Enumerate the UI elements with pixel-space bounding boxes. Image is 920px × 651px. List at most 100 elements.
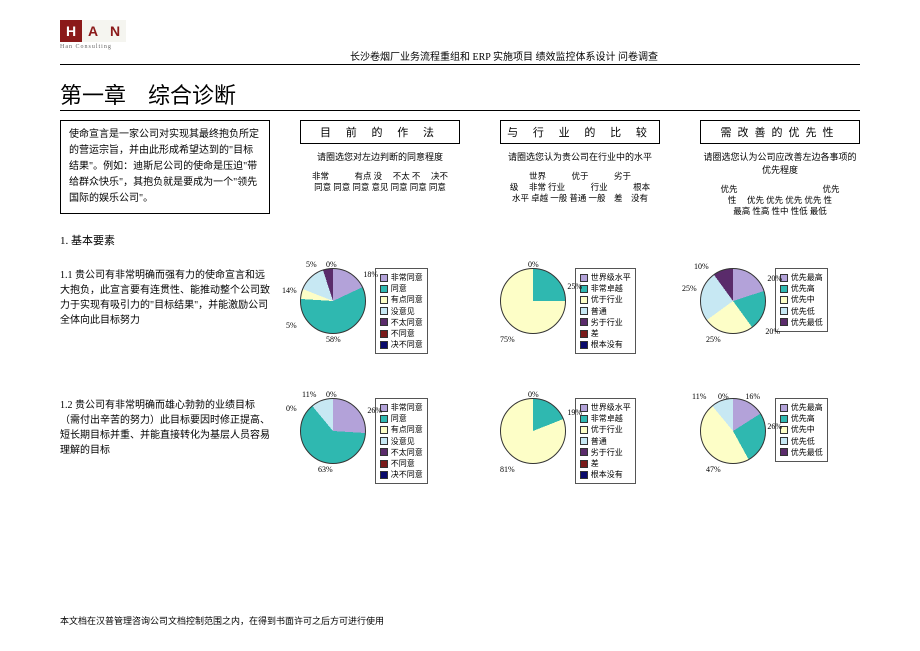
legend-label: 优先中 (791, 424, 815, 435)
chart-r2c1: 26% 63% 0% 11% 0% 非常同意同意有点同意没意见不太同意不同意决不… (300, 398, 428, 484)
legend-label: 有点同意 (391, 424, 423, 435)
chart-r1c2: 0% 25% 75% 世界级水平非常卓越优于行业普通劣于行业差根本没有 (500, 268, 636, 354)
legend-label: 普通 (591, 306, 607, 317)
legend-swatch (580, 330, 588, 338)
col2-title: 与 行 业 的 比 较 (500, 120, 660, 144)
pie-r1c3 (700, 268, 766, 334)
col1-scale-l1: 非常 有点 没 不太 不 决不 (300, 171, 460, 182)
question-1-1: 1.1 贵公司有非常明确而强有力的使命宣言和远大抱负，此宣言要有连贯性、能推动整… (60, 268, 270, 328)
legend-row: 普通 (580, 436, 631, 447)
legend-swatch (780, 448, 788, 456)
legend-row: 优先最低 (780, 447, 823, 458)
legend-swatch (380, 318, 388, 326)
legend-row: 非常同意 (380, 272, 423, 283)
legend-row: 非常卓越 (580, 283, 631, 294)
pct: 0% (528, 260, 539, 269)
legend-agree: 非常同意同意有点同意没意见不太同意不同意决不同意 (375, 398, 428, 484)
pct: 14% (282, 286, 297, 295)
legend-swatch (380, 307, 388, 315)
legend-swatch (780, 404, 788, 412)
legend-swatch (380, 426, 388, 434)
legend-row: 没意见 (380, 306, 423, 317)
chart-r2c2: 0% 19% 81% 世界级水平非常卓越优于行业普通劣于行业差根本没有 (500, 398, 636, 484)
legend-label: 同意 (391, 413, 407, 424)
legend-label: 差 (591, 328, 599, 339)
col1-scale-l2: 同意 同意 同意 意见 同意 同意 同意 (300, 182, 460, 193)
legend-swatch (580, 307, 588, 315)
legend-swatch (380, 460, 388, 468)
legend-swatch (780, 285, 788, 293)
question-1-2: 1.2 贵公司有非常明确而雄心勃勃的业绩目标（需付出辛苦的努力）此目标要因时修正… (60, 398, 270, 458)
legend-label: 优先高 (791, 413, 815, 424)
legend-label: 非常同意 (391, 272, 423, 283)
legend-swatch (580, 471, 588, 479)
legend-label: 普通 (591, 436, 607, 447)
col3-scale-l2: 性 优先 优先 优先 优先 性 (700, 195, 860, 206)
legend-label: 非常同意 (391, 402, 423, 413)
legend-label: 有点同意 (391, 294, 423, 305)
pct: 16% (745, 392, 760, 401)
legend-swatch (780, 296, 788, 304)
legend-row: 差 (580, 328, 631, 339)
legend-row: 劣于行业 (580, 447, 631, 458)
legend-swatch (380, 448, 388, 456)
legend-label: 不同意 (391, 328, 415, 339)
legend-row: 优先低 (780, 306, 823, 317)
pct: 5% (306, 260, 317, 269)
legend-row: 优先最高 (780, 402, 823, 413)
pct: 25% (706, 335, 721, 344)
legend-row: 优于行业 (580, 294, 631, 305)
mission-definition-box: 使命宣言是一家公司对实现其最终抱负所定的营运宗旨，并由此形成希望达到的"目标结果… (60, 120, 270, 214)
legend-swatch (380, 330, 388, 338)
legend-row: 同意 (380, 413, 423, 424)
legend-swatch (780, 307, 788, 315)
legend-swatch (380, 274, 388, 282)
legend-industry: 世界级水平非常卓越优于行业普通劣于行业差根本没有 (575, 268, 636, 354)
legend-swatch (380, 341, 388, 349)
pct: 58% (326, 335, 341, 344)
legend-row: 有点同意 (380, 424, 423, 435)
col3-scale-l3: 最高 性高 性中 性低 最低 (700, 206, 860, 217)
legend-row: 优先中 (780, 424, 823, 435)
chart-r1c3: 20% 20% 25% 25% 10% 优先最高优先高优先中优先低优先最低 (700, 268, 828, 334)
pct: 0% (326, 390, 337, 399)
pct: 26% (767, 422, 782, 431)
legend-label: 非常卓越 (591, 283, 623, 294)
legend-label: 没意见 (391, 306, 415, 317)
col2-scale-l3: 水平 卓越 一般 普通 一般 差 没有 (500, 193, 660, 204)
legend-swatch (580, 296, 588, 304)
logo-letter-a: A (82, 20, 104, 42)
chart-r1c1: 18% 58% 5% 14% 5% 0% 非常同意同意有点同意没意见不太同意不同… (300, 268, 428, 354)
chart-r2c3: 16% 26% 47% 11% 0% 优先最高优先高优先中优先低优先最低 (700, 398, 828, 464)
legend-industry: 世界级水平非常卓越优于行业普通劣于行业差根本没有 (575, 398, 636, 484)
legend-label: 优先低 (791, 306, 815, 317)
legend-swatch (380, 296, 388, 304)
legend-row: 优于行业 (580, 424, 631, 435)
legend-swatch (380, 415, 388, 423)
pie-r1c2 (500, 268, 566, 334)
legend-label: 优先中 (791, 294, 815, 305)
legend-row: 非常卓越 (580, 413, 631, 424)
legend-label: 优于行业 (591, 424, 623, 435)
col3-title: 需改善的优先性 (700, 120, 860, 144)
legend-row: 没意见 (380, 436, 423, 447)
legend-label: 不同意 (391, 458, 415, 469)
legend-label: 优先最低 (791, 317, 823, 328)
pct: 11% (692, 392, 706, 401)
legend-label: 非常卓越 (591, 413, 623, 424)
pct: 81% (500, 465, 515, 474)
legend-row: 优先高 (780, 413, 823, 424)
pct: 20% (765, 327, 780, 336)
pct: 25% (567, 282, 582, 291)
legend-swatch (380, 471, 388, 479)
column-header-priority: 需改善的优先性 请圈选您认为公司应改善左边各事项的优先程度 优先 优先 性 优先… (700, 120, 860, 217)
pct: 20% (767, 274, 782, 283)
legend-priority: 优先最高优先高优先中优先低优先最低 (775, 398, 828, 462)
section-1-label: 1. 基本要素 (60, 232, 115, 248)
pct: 0% (718, 392, 729, 401)
col2-sub: 请圈选您认为贵公司在行业中的水平 (500, 150, 660, 163)
legend-label: 劣于行业 (591, 447, 623, 458)
col1-sub: 请圈选您对左边判断的同意程度 (300, 150, 460, 163)
col3-sub: 请圈选您认为公司应改善左边各事项的优先程度 (700, 150, 860, 176)
legend-row: 差 (580, 458, 631, 469)
